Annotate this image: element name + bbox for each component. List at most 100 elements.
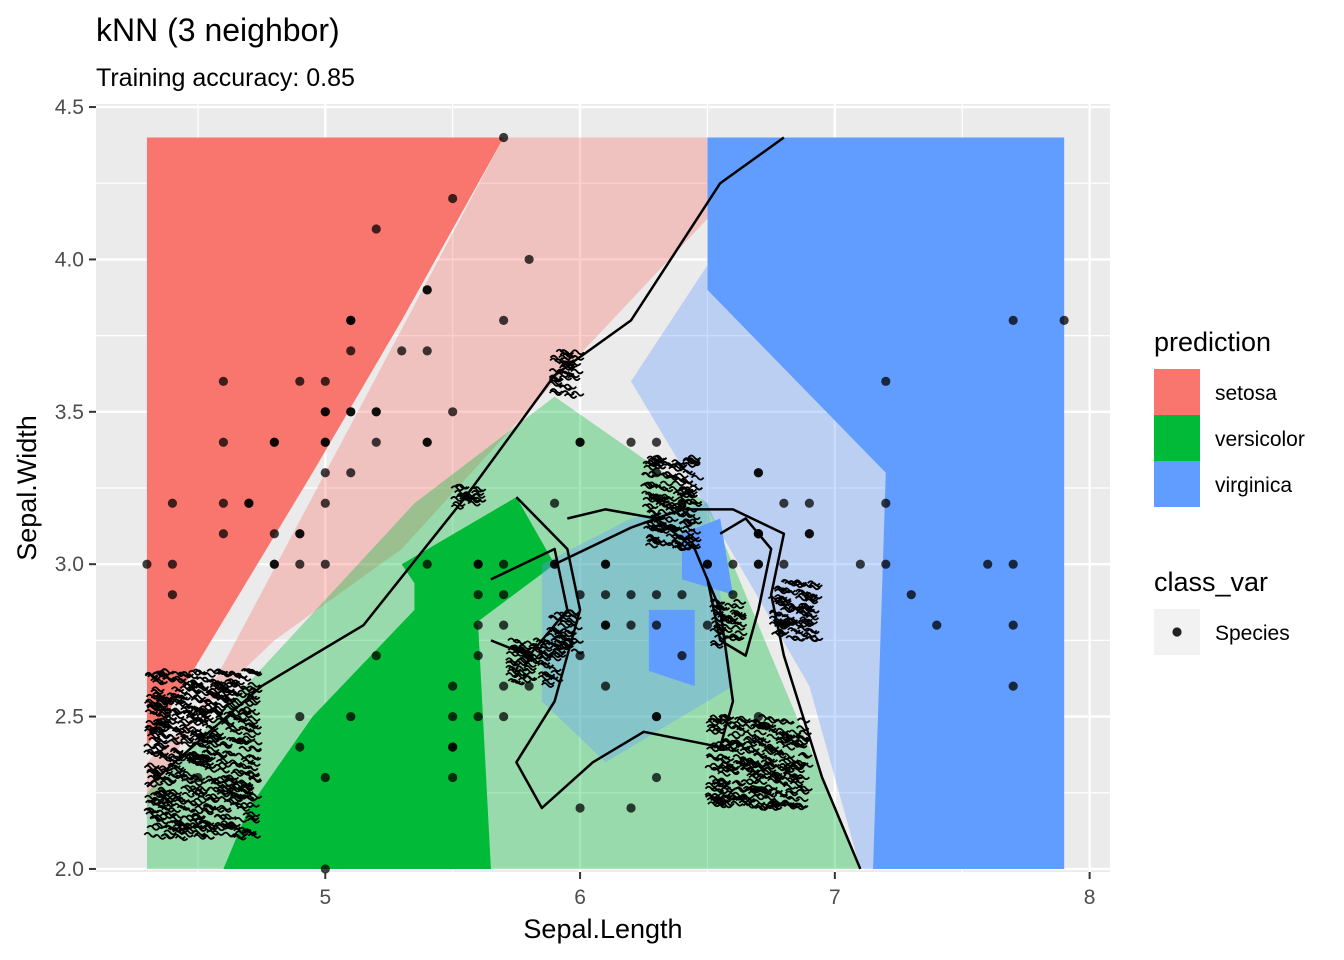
legend-label-Species: Species (1215, 622, 1290, 645)
data-point (346, 711, 356, 722)
prediction-regions (146, 137, 1065, 869)
data-point (448, 193, 458, 204)
y-axis: 2.0 2.5 3.0 3.5 4.0 4.5 (55, 96, 96, 881)
boundary-line-4 (490, 547, 569, 657)
contour-cluster-8 (709, 598, 748, 649)
data-point (269, 437, 279, 447)
data-point (1059, 315, 1069, 325)
data-point (626, 620, 636, 630)
data-point (779, 620, 789, 630)
region-virginica-8 (648, 609, 695, 687)
data-point (651, 711, 662, 722)
x-tick-label-1: 6 (574, 886, 586, 909)
data-point (881, 376, 891, 386)
x-tick-label-0: 5 (319, 886, 331, 909)
data-point (346, 346, 356, 356)
chart-title: kNN (3 neighbor) (96, 12, 340, 48)
y-axis-label: Sepal.Width (12, 415, 42, 561)
data-point (320, 559, 330, 569)
data-point (244, 498, 254, 508)
data-point (448, 742, 458, 752)
data-point (728, 590, 738, 600)
data-point (473, 620, 483, 630)
legend-key-setosa (1154, 369, 1200, 415)
data-point (346, 407, 356, 417)
legend-class-var-title: class_var (1154, 567, 1268, 597)
data-point (167, 498, 178, 508)
chart-subtitle: Training accuracy: 0.85 (96, 64, 355, 92)
data-point (626, 590, 636, 600)
data-point (651, 468, 662, 478)
contour-cluster-2 (640, 454, 705, 552)
data-point (448, 681, 458, 691)
x-tick-label-2: 7 (829, 886, 841, 909)
data-point (295, 559, 305, 569)
legend-key-virginica (1154, 461, 1200, 507)
data-point (193, 772, 203, 783)
data-points (142, 132, 1069, 874)
legend-label-versicolor: versicolor (1215, 428, 1305, 451)
data-point (218, 437, 228, 447)
region-versicolor-3 (223, 564, 491, 869)
data-point (473, 559, 483, 569)
data-point (524, 254, 534, 265)
y-tick-label-5: 4.5 (55, 96, 84, 119)
data-point (269, 559, 279, 569)
data-point (983, 559, 993, 569)
data-point (626, 437, 636, 447)
data-point (167, 590, 178, 600)
data-point (600, 681, 611, 691)
region-setosa-1 (146, 137, 784, 808)
data-point (218, 529, 228, 539)
data-point (804, 498, 814, 508)
data-point (1008, 315, 1018, 325)
data-point (295, 376, 305, 386)
data-point (600, 620, 611, 630)
data-point (499, 620, 509, 630)
data-point (473, 651, 483, 661)
data-point (753, 529, 764, 539)
data-point (295, 529, 305, 539)
contour-cluster-7 (450, 483, 487, 510)
y-tick-label-1: 2.5 (55, 706, 84, 729)
data-point (651, 772, 662, 783)
data-point (524, 651, 534, 661)
data-point (855, 559, 865, 569)
data-point (499, 315, 509, 325)
data-point (702, 559, 713, 569)
data-point (448, 772, 458, 783)
data-point (499, 681, 509, 691)
legend-label-virginica: virginica (1215, 474, 1292, 497)
data-point (1008, 559, 1018, 569)
x-axis: 5 6 7 8 (319, 872, 1095, 909)
data-point (906, 590, 916, 600)
data-point (320, 864, 330, 874)
legend-prediction: prediction setosa versicolor virginica (1154, 327, 1305, 507)
y-tick-label-3: 3.5 (55, 401, 84, 424)
data-point (600, 590, 611, 600)
y-tick-label-0: 2.0 (55, 858, 84, 881)
data-point (320, 437, 330, 447)
data-point (575, 437, 585, 447)
x-axis-label: Sepal.Length (523, 914, 682, 944)
data-point (371, 437, 381, 447)
data-point (753, 559, 764, 569)
y-tick-label-4: 4.0 (55, 248, 84, 271)
legend-prediction-title: prediction (1154, 327, 1271, 357)
data-point (346, 468, 356, 478)
data-point (371, 407, 381, 417)
data-point (371, 224, 381, 234)
data-point (932, 620, 942, 630)
contour-cluster-6 (546, 609, 585, 658)
data-point (651, 590, 662, 600)
legend-class-var: class_var Species (1154, 567, 1290, 655)
data-point (1008, 620, 1018, 630)
data-point (218, 498, 228, 508)
data-point (575, 651, 585, 661)
x-tick-label-3: 8 (1084, 886, 1096, 909)
data-point (448, 407, 458, 417)
data-point (677, 498, 687, 508)
data-point (346, 315, 356, 325)
data-point (524, 681, 534, 691)
data-point (142, 559, 152, 569)
